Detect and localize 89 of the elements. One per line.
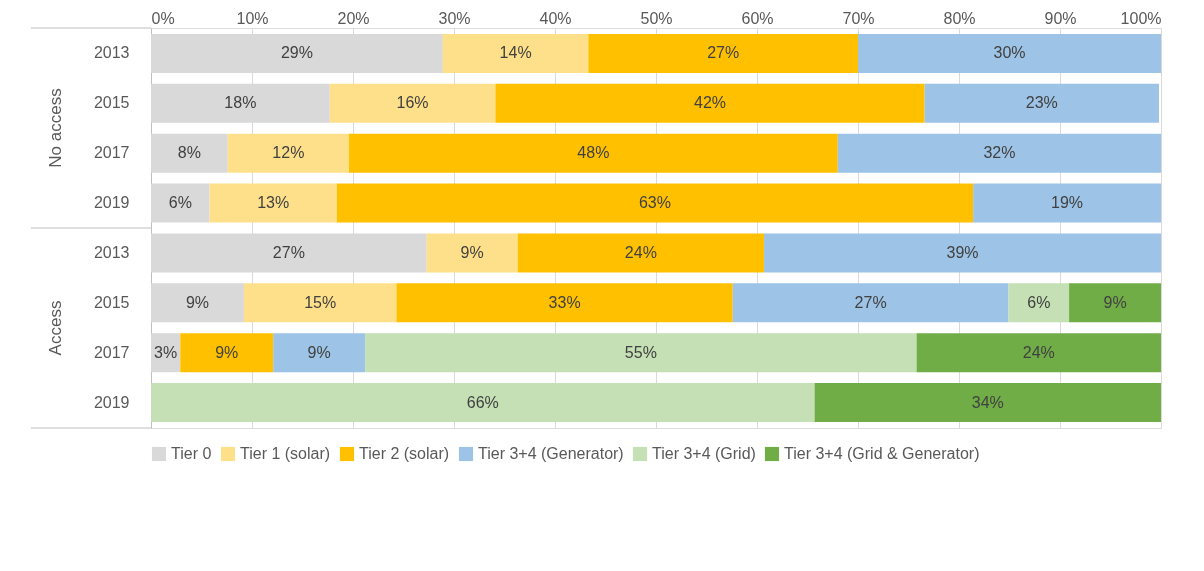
y-tick-label: 2013 [93,243,130,261]
text: Access [46,300,65,356]
bar [426,233,518,273]
data-label: 13% [257,194,290,212]
data-label: 16% [396,94,429,112]
y-tick-label: 2015 [93,293,130,311]
data-label: 24% [1022,343,1055,361]
data-label: 12% [272,144,305,162]
legend-label: Tier 2 (solar) [359,445,450,462]
data-label: 3% [154,343,178,361]
data-label: 42% [694,94,727,112]
data-label: 33% [548,293,581,311]
data-label: 9% [307,343,331,361]
data-label: 19% [1051,194,1084,212]
bar [588,33,858,73]
bar [814,383,1161,423]
x-tick-label: 30% [438,9,471,27]
bar [336,183,974,223]
data-label: 6% [168,194,192,212]
data-label: 66% [466,393,499,411]
bar [924,83,1159,123]
bar [227,133,349,173]
y-tick-label: 2019 [93,194,130,212]
data-label: 9% [215,343,239,361]
data-label: 39% [946,243,979,261]
bar [764,233,1161,273]
data-label: 9% [460,243,484,261]
data-label: 18% [224,94,257,112]
bar [273,333,366,373]
data-label: 27% [272,243,305,261]
bar [329,83,496,123]
data-label: 55% [624,343,657,361]
legend-label: Tier 3+4 (Grid) [652,445,756,462]
x-tick-label: 20% [337,9,370,27]
bar [151,283,244,323]
bar [973,183,1161,223]
bar [151,183,210,223]
x-tick-label: 90% [1044,9,1077,27]
y-tick-label: 2013 [93,44,130,62]
x-tick-label: 0% [151,9,175,27]
bar [1008,283,1070,323]
bar [495,83,925,123]
data-label: 34% [971,393,1004,411]
data-label: 24% [624,243,657,261]
y-tick-label: 2017 [93,343,130,361]
data-label: 9% [185,293,210,311]
data-label: 32% [983,144,1016,162]
data-label: 63% [638,194,672,212]
data-label: 30% [993,44,1026,62]
y-tick-label: 2015 [93,94,130,112]
legend-label: Tier 3+4 (Generator) [478,445,624,462]
bar [151,133,228,173]
bar [180,333,274,373]
bar [837,133,1161,173]
bar [732,283,1009,323]
y-tick-label: 2019 [93,393,130,411]
data-label: 9% [1103,293,1127,311]
bar [396,283,733,323]
x-tick-label: 10% [236,9,269,27]
data-label: 8% [177,144,201,162]
x-tick-label: 40% [539,9,572,27]
data-label: 23% [1025,94,1058,112]
y-tick-label: 2017 [93,144,130,162]
data-label: 15% [304,293,337,311]
data-label: 27% [854,293,887,311]
x-tick-label: 60% [741,9,774,27]
bar [442,33,589,73]
data-label: 27% [707,44,740,62]
x-tick-label: 100% [1120,9,1162,27]
bar [348,133,838,173]
bar [916,333,1161,373]
x-tick-label: 50% [640,9,673,27]
data-label: 29% [280,44,313,62]
data-label: 6% [1027,293,1051,311]
bar [365,333,917,373]
bar [858,33,1161,73]
legend-label: Tier 0 [171,445,212,462]
data-label: 14% [499,44,532,62]
x-tick-label: 70% [842,9,875,27]
text: No access [46,88,65,168]
bar [243,283,397,323]
bar [151,383,815,423]
data-label: 48% [577,144,610,162]
bar [1069,283,1161,323]
bar [517,233,765,273]
legend-label: Tier 1 (solar) [240,445,331,462]
bar [209,183,337,223]
x-tick-label: 80% [943,9,976,27]
legend-label: Tier 3+4 (Grid & Generator) [784,445,980,462]
